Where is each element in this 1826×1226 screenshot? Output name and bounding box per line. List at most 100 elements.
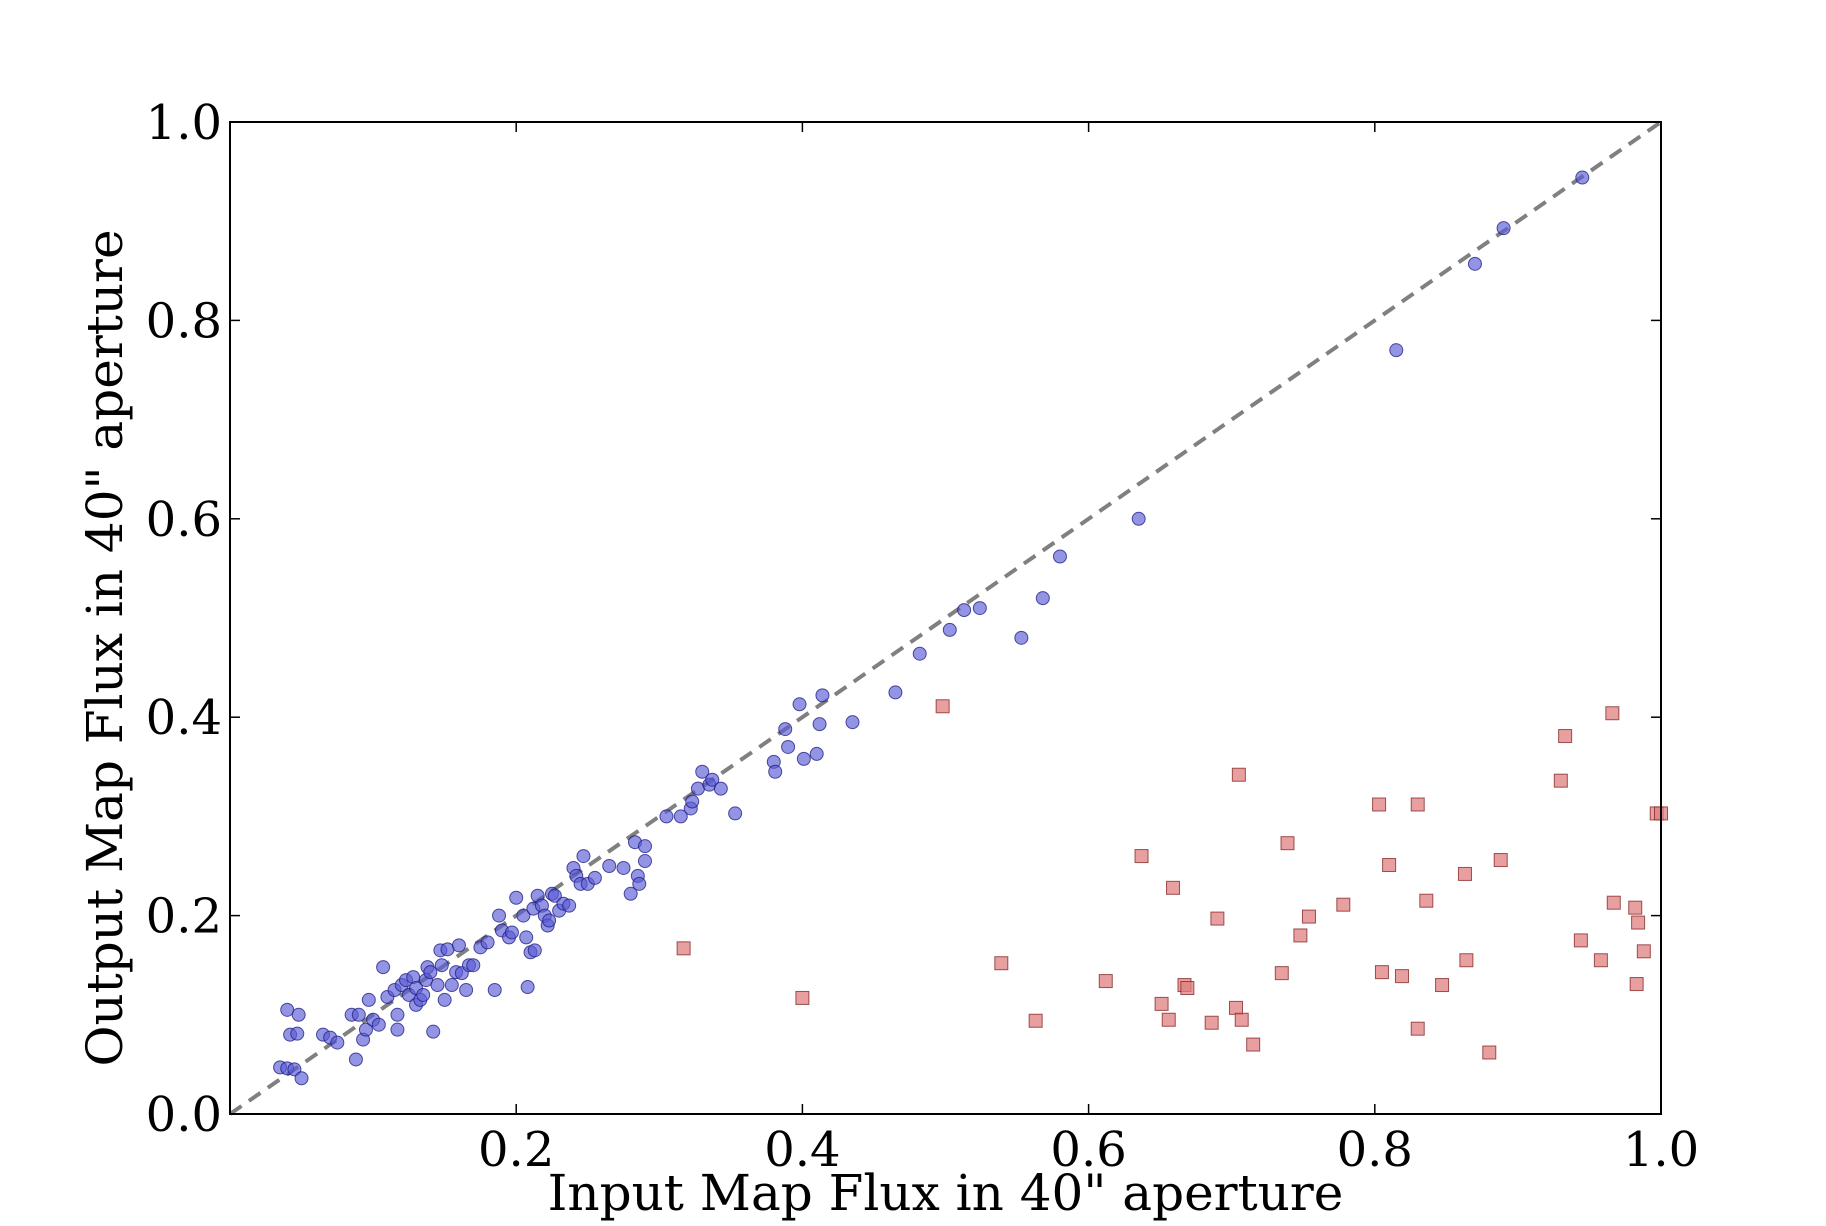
data-point-square-22 [1336,897,1351,912]
data-point-circle-115 [1389,343,1404,358]
data-point-square-33 [1482,1045,1497,1060]
data-point-circle-102 [809,746,824,761]
data-point-circle-3 [294,1071,309,1086]
data-point-circle-54 [504,925,519,940]
data-point-square-9 [1166,880,1181,895]
data-point-circle-77 [587,870,602,885]
data-point-circle-91 [695,764,710,779]
data-point-circle-4 [280,1002,295,1017]
data-point-circle-93 [705,772,720,787]
data-point-circle-83 [632,876,647,891]
y-axis-label: Output Map Flux in 40" aperture [76,229,134,1066]
data-point-circle-117 [1496,221,1511,236]
data-point-circle-79 [616,860,631,875]
data-point-circle-18 [371,1017,386,1032]
data-point-circle-5 [291,1007,306,1022]
data-point-circle-107 [912,646,927,661]
data-point-circle-98 [778,722,793,737]
data-point-square-36 [1558,729,1573,744]
x-tick-label-4: 1.0 [1623,1122,1699,1178]
data-point-square-7 [1154,996,1169,1011]
data-point-circle-118 [1575,170,1590,185]
data-point-circle-23 [390,1022,405,1037]
data-point-square-20 [1293,928,1308,943]
identity-reference-line [228,120,1663,1116]
data-point-square-35 [1553,773,1568,788]
data-point-square-44 [1636,944,1651,959]
data-point-circle-51 [492,908,507,923]
data-point-circle-68 [547,888,562,903]
data-point-square-40 [1606,895,1621,910]
data-point-circle-17 [361,992,376,1007]
data-point-circle-35 [426,1024,441,1039]
data-point-square-5 [1098,974,1113,989]
data-point-circle-114 [1131,511,1146,526]
y-tick-label-1: 0.2 [146,889,222,945]
data-point-square-42 [1629,977,1644,992]
data-point-square-21 [1301,909,1316,924]
data-point-square-4 [1028,1013,1043,1028]
data-point-square-16 [1234,1012,1249,1027]
x-tick-label-2: 0.6 [1050,1122,1126,1178]
y-tick-label-5: 1.0 [146,95,222,151]
data-point-square-43 [1631,915,1646,930]
data-point-circle-58 [520,980,535,995]
data-point-square-23 [1372,797,1387,812]
data-point-circle-104 [815,688,830,703]
data-point-circle-7 [290,1026,305,1041]
data-point-circle-57 [519,930,534,945]
data-point-circle-56 [516,908,531,923]
data-point-square-24 [1374,965,1389,980]
data-point-square-26 [1394,969,1409,984]
data-point-square-1 [795,990,810,1005]
data-point-square-27 [1410,1021,1425,1036]
plot-frame [229,121,1662,1115]
data-point-circle-112 [1035,591,1050,606]
data-point-square-13 [1210,911,1225,926]
data-point-circle-95 [728,806,743,821]
data-point-circle-113 [1052,549,1067,564]
data-point-circle-38 [434,958,449,973]
data-point-circle-34 [423,965,438,980]
y-tick-label-2: 0.4 [146,690,222,746]
data-point-circle-89 [685,794,700,809]
data-point-square-18 [1274,966,1289,981]
data-point-circle-47 [466,958,481,973]
data-point-circle-99 [781,739,796,754]
data-point-circle-66 [542,913,557,928]
data-point-square-14 [1228,1000,1243,1015]
data-point-square-37 [1573,933,1588,948]
data-point-circle-61 [527,943,542,958]
data-point-circle-22 [390,1007,405,1022]
data-point-circle-80 [623,886,638,901]
y-tick-label-0: 0.0 [146,1087,222,1143]
data-point-circle-10 [330,1035,345,1050]
data-point-circle-49 [480,935,495,950]
data-point-circle-14 [348,1052,363,1067]
data-point-circle-75 [576,849,591,864]
data-point-circle-86 [659,809,674,824]
x-axis-label: Input Map Flux in 40" aperture [548,1164,1344,1222]
data-point-square-8 [1161,1012,1176,1027]
data-points-layer [273,170,1668,1086]
data-point-square-0 [676,941,691,956]
data-point-square-11 [1180,981,1195,996]
data-point-square-31 [1457,866,1472,881]
data-point-circle-50 [487,983,502,997]
axis-ticks-layer: 0.2 0.4 0.6 0.8 1.0 0.0 0.2 0.4 0.6 0.8 1.0 [146,95,1700,1178]
x-tick-label-1: 0.4 [764,1122,840,1178]
data-point-square-19 [1280,836,1295,851]
data-point-square-29 [1419,893,1434,908]
data-point-square-30 [1435,978,1450,993]
data-point-circle-116 [1467,256,1482,271]
data-point-circle-15 [358,1022,373,1037]
x-tick-label-0: 0.2 [478,1122,554,1178]
data-point-square-12 [1204,1015,1219,1030]
reference-line-layer [228,120,1663,1116]
data-point-circle-55 [509,890,524,905]
data-point-circle-105 [845,715,860,730]
data-point-circle-110 [972,601,987,616]
data-point-square-32 [1459,953,1474,968]
data-point-circle-41 [444,978,459,993]
data-point-circle-111 [1014,630,1029,645]
